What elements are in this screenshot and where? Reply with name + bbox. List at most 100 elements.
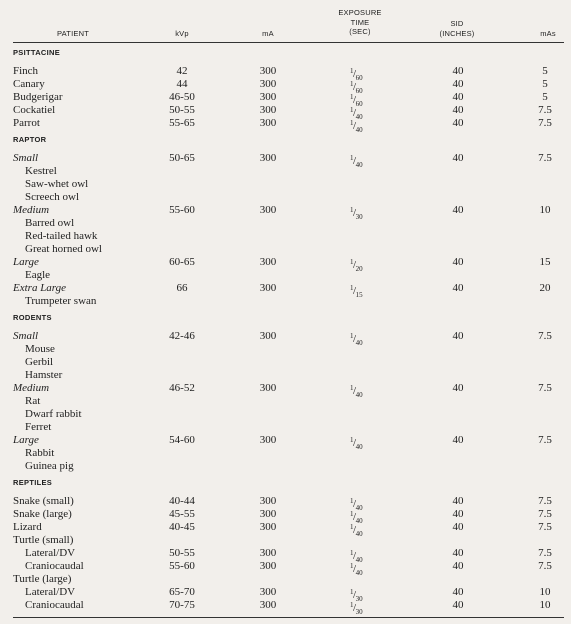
fraction-slash: / (353, 384, 357, 397)
patient-label: Rabbit (25, 447, 55, 460)
fraction-numerator: 1 (350, 119, 354, 128)
sid-value: 40 (452, 117, 464, 130)
patient-label: Large (13, 256, 39, 269)
fraction-slash: / (353, 120, 357, 133)
exposure-time-fraction: 1/40 (350, 104, 363, 124)
exposure-time-fraction: 1/20 (350, 256, 363, 276)
fraction-denominator: 40 (355, 390, 363, 399)
mas-value: 7.5 (538, 104, 552, 117)
exposure-time-fraction: 1/40 (350, 434, 363, 454)
fraction-denominator: 40 (355, 503, 363, 512)
bottom-rule (13, 617, 564, 618)
patient-label: Small (13, 151, 39, 164)
patient-label: Finch (13, 65, 39, 77)
header-sid: SID (INCHES) (439, 19, 475, 38)
fraction-numerator: 1 (350, 67, 354, 75)
ma-value: 300 (259, 65, 277, 77)
fraction-denominator: 40 (355, 568, 363, 577)
mas-value: 20 (539, 282, 551, 295)
kvp-value: 54-60 (169, 434, 195, 446)
exposure-time-fraction: 1/40 (350, 495, 363, 515)
fraction-numerator: 1 (350, 80, 354, 89)
exposure-time-fraction: 1/40 (350, 547, 363, 567)
fraction-denominator: 40 (355, 443, 363, 451)
kvp-value: 46-50 (169, 91, 195, 104)
exposure-time-fraction: 1/15 (350, 282, 363, 302)
fraction-slash: / (353, 510, 357, 523)
patient-label: Snake (small) (13, 494, 74, 507)
mas-value: 10 (539, 203, 551, 216)
patient-label: Turtle (small) (13, 533, 74, 546)
fraction-numerator: 1 (350, 561, 354, 570)
fraction-denominator: 60 (355, 100, 363, 109)
patient-label: Mouse (25, 342, 55, 355)
sid-value: 40 (452, 203, 464, 216)
header-patient: PATIENT (57, 29, 89, 38)
patient-label: Canary (13, 78, 45, 91)
header-exposure-time: EXPOSURE TIME (SEC) (338, 8, 382, 36)
ma-value: 300 (259, 282, 277, 295)
patient-label: Rat (25, 394, 41, 407)
exposure-time-fraction: 1/40 (350, 508, 363, 528)
exposure-time-fraction: 1/30 (350, 599, 363, 619)
fraction-slash: / (353, 206, 357, 219)
sid-value: 40 (452, 598, 464, 611)
section-header: RAPTOR (13, 134, 47, 144)
ma-value: 300 (259, 598, 277, 611)
kvp-value: 40-45 (169, 520, 195, 533)
fraction-slash: / (353, 497, 357, 510)
kvp-value: 44 (176, 78, 188, 91)
ma-value: 300 (259, 117, 277, 130)
mas-value: 7.5 (538, 520, 552, 533)
sid-value: 40 (452, 520, 464, 533)
kvp-value: 50-55 (169, 104, 195, 117)
sid-value: 40 (452, 585, 464, 598)
patient-label: Medium (13, 203, 50, 216)
fraction-numerator: 1 (350, 496, 354, 505)
sid-value: 40 (452, 78, 464, 91)
ma-value: 300 (259, 546, 277, 559)
patient-label: Craniocaudal (25, 598, 84, 611)
mas-value: 7.5 (538, 329, 552, 342)
fraction-denominator: 40 (355, 555, 363, 564)
ma-value: 300 (259, 91, 277, 104)
mas-value: 5 (542, 91, 548, 104)
fraction-denominator: 15 (355, 291, 363, 300)
patient-label: Screech owl (25, 190, 80, 203)
kvp-value: 66 (176, 282, 188, 295)
patient-label: Kestrel (25, 164, 57, 177)
exposure-time-fraction: 1/40 (350, 117, 363, 137)
patient-label: Eagle (25, 269, 51, 282)
patient-label: Red-tailed hawk (25, 229, 98, 242)
mas-value: 7.5 (538, 507, 552, 520)
fraction-denominator: 30 (355, 594, 363, 603)
exposure-time-fraction: 1/40 (350, 382, 363, 402)
mas-value: 7.5 (538, 434, 552, 446)
kvp-value: 70-75 (169, 598, 195, 611)
fraction-denominator: 40 (355, 160, 363, 169)
mas-value: 7.5 (538, 546, 552, 559)
patient-label: Medium (13, 381, 50, 394)
ma-value: 300 (259, 151, 277, 164)
fraction-numerator: 1 (350, 383, 354, 392)
fraction-slash: / (353, 549, 357, 562)
fraction-denominator: 60 (355, 74, 363, 82)
mas-value: 5 (542, 78, 548, 91)
exposure-time-fraction: 1/30 (350, 204, 363, 224)
fraction-slash: / (353, 81, 357, 94)
patient-label: Craniocaudal (25, 559, 84, 572)
sid-value: 40 (452, 381, 464, 394)
mas-value: 7.5 (538, 381, 552, 394)
fraction-numerator: 1 (350, 522, 354, 531)
fraction-denominator: 40 (355, 126, 363, 135)
sid-value: 40 (452, 546, 464, 559)
mas-value: 7.5 (538, 151, 552, 164)
exposure-time-fraction: 1/40 (350, 330, 363, 350)
fraction-numerator: 1 (350, 509, 354, 518)
exposure-time-fraction: 1/40 (350, 521, 363, 541)
sid-value: 40 (452, 434, 464, 446)
patient-label: Budgerigar (13, 91, 63, 104)
patient-label: Lateral/DV (25, 585, 76, 598)
fraction-numerator: 1 (350, 106, 354, 115)
fraction-numerator: 1 (350, 548, 354, 557)
